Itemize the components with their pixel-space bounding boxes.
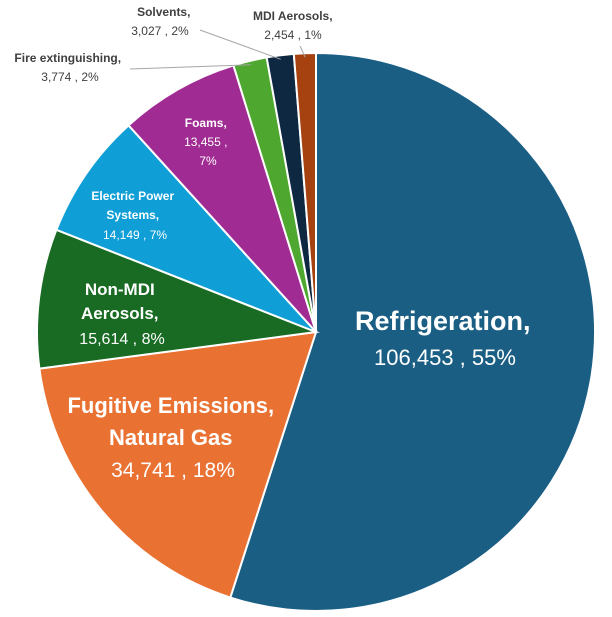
slice-foams <box>127 64 317 333</box>
label-mdi-aerosols: MDI Aerosols, 2,454 , 1% <box>253 7 337 42</box>
slice-non-mdi-aerosols <box>36 228 320 370</box>
label-solvents: Solvents, 3,027 , 2% <box>131 3 195 38</box>
slice-fugitive-emissions-natural-gas <box>38 330 318 599</box>
slice-electric-power-systems <box>55 123 317 333</box>
label-refrigeration: Refrigeration, 106,453 , 55% <box>355 306 535 370</box>
label-non-mdi-aerosols: Non-MDI Aerosols, 15,614 , 8% <box>79 280 164 348</box>
leader-mdi-aerosols <box>299 45 306 58</box>
label-fire-extinguishing: Fire extinguishing, 3,774 , 2% <box>14 49 125 84</box>
label-electric-power-systems: Electric Power Systems, 14,149 , 7% <box>91 187 178 242</box>
leader-solvents <box>199 29 281 60</box>
label-foams: Foams, 13,455 , 7% <box>184 114 232 168</box>
leader-fire-extinguishing <box>129 64 251 70</box>
slice-refrigeration <box>229 51 596 612</box>
slice-mdi-aerosols <box>292 51 317 333</box>
leader-lines <box>129 29 306 70</box>
label-fugitive-emissions: Fugitive Emissions, Natural Gas 34,741 ,… <box>67 393 278 482</box>
